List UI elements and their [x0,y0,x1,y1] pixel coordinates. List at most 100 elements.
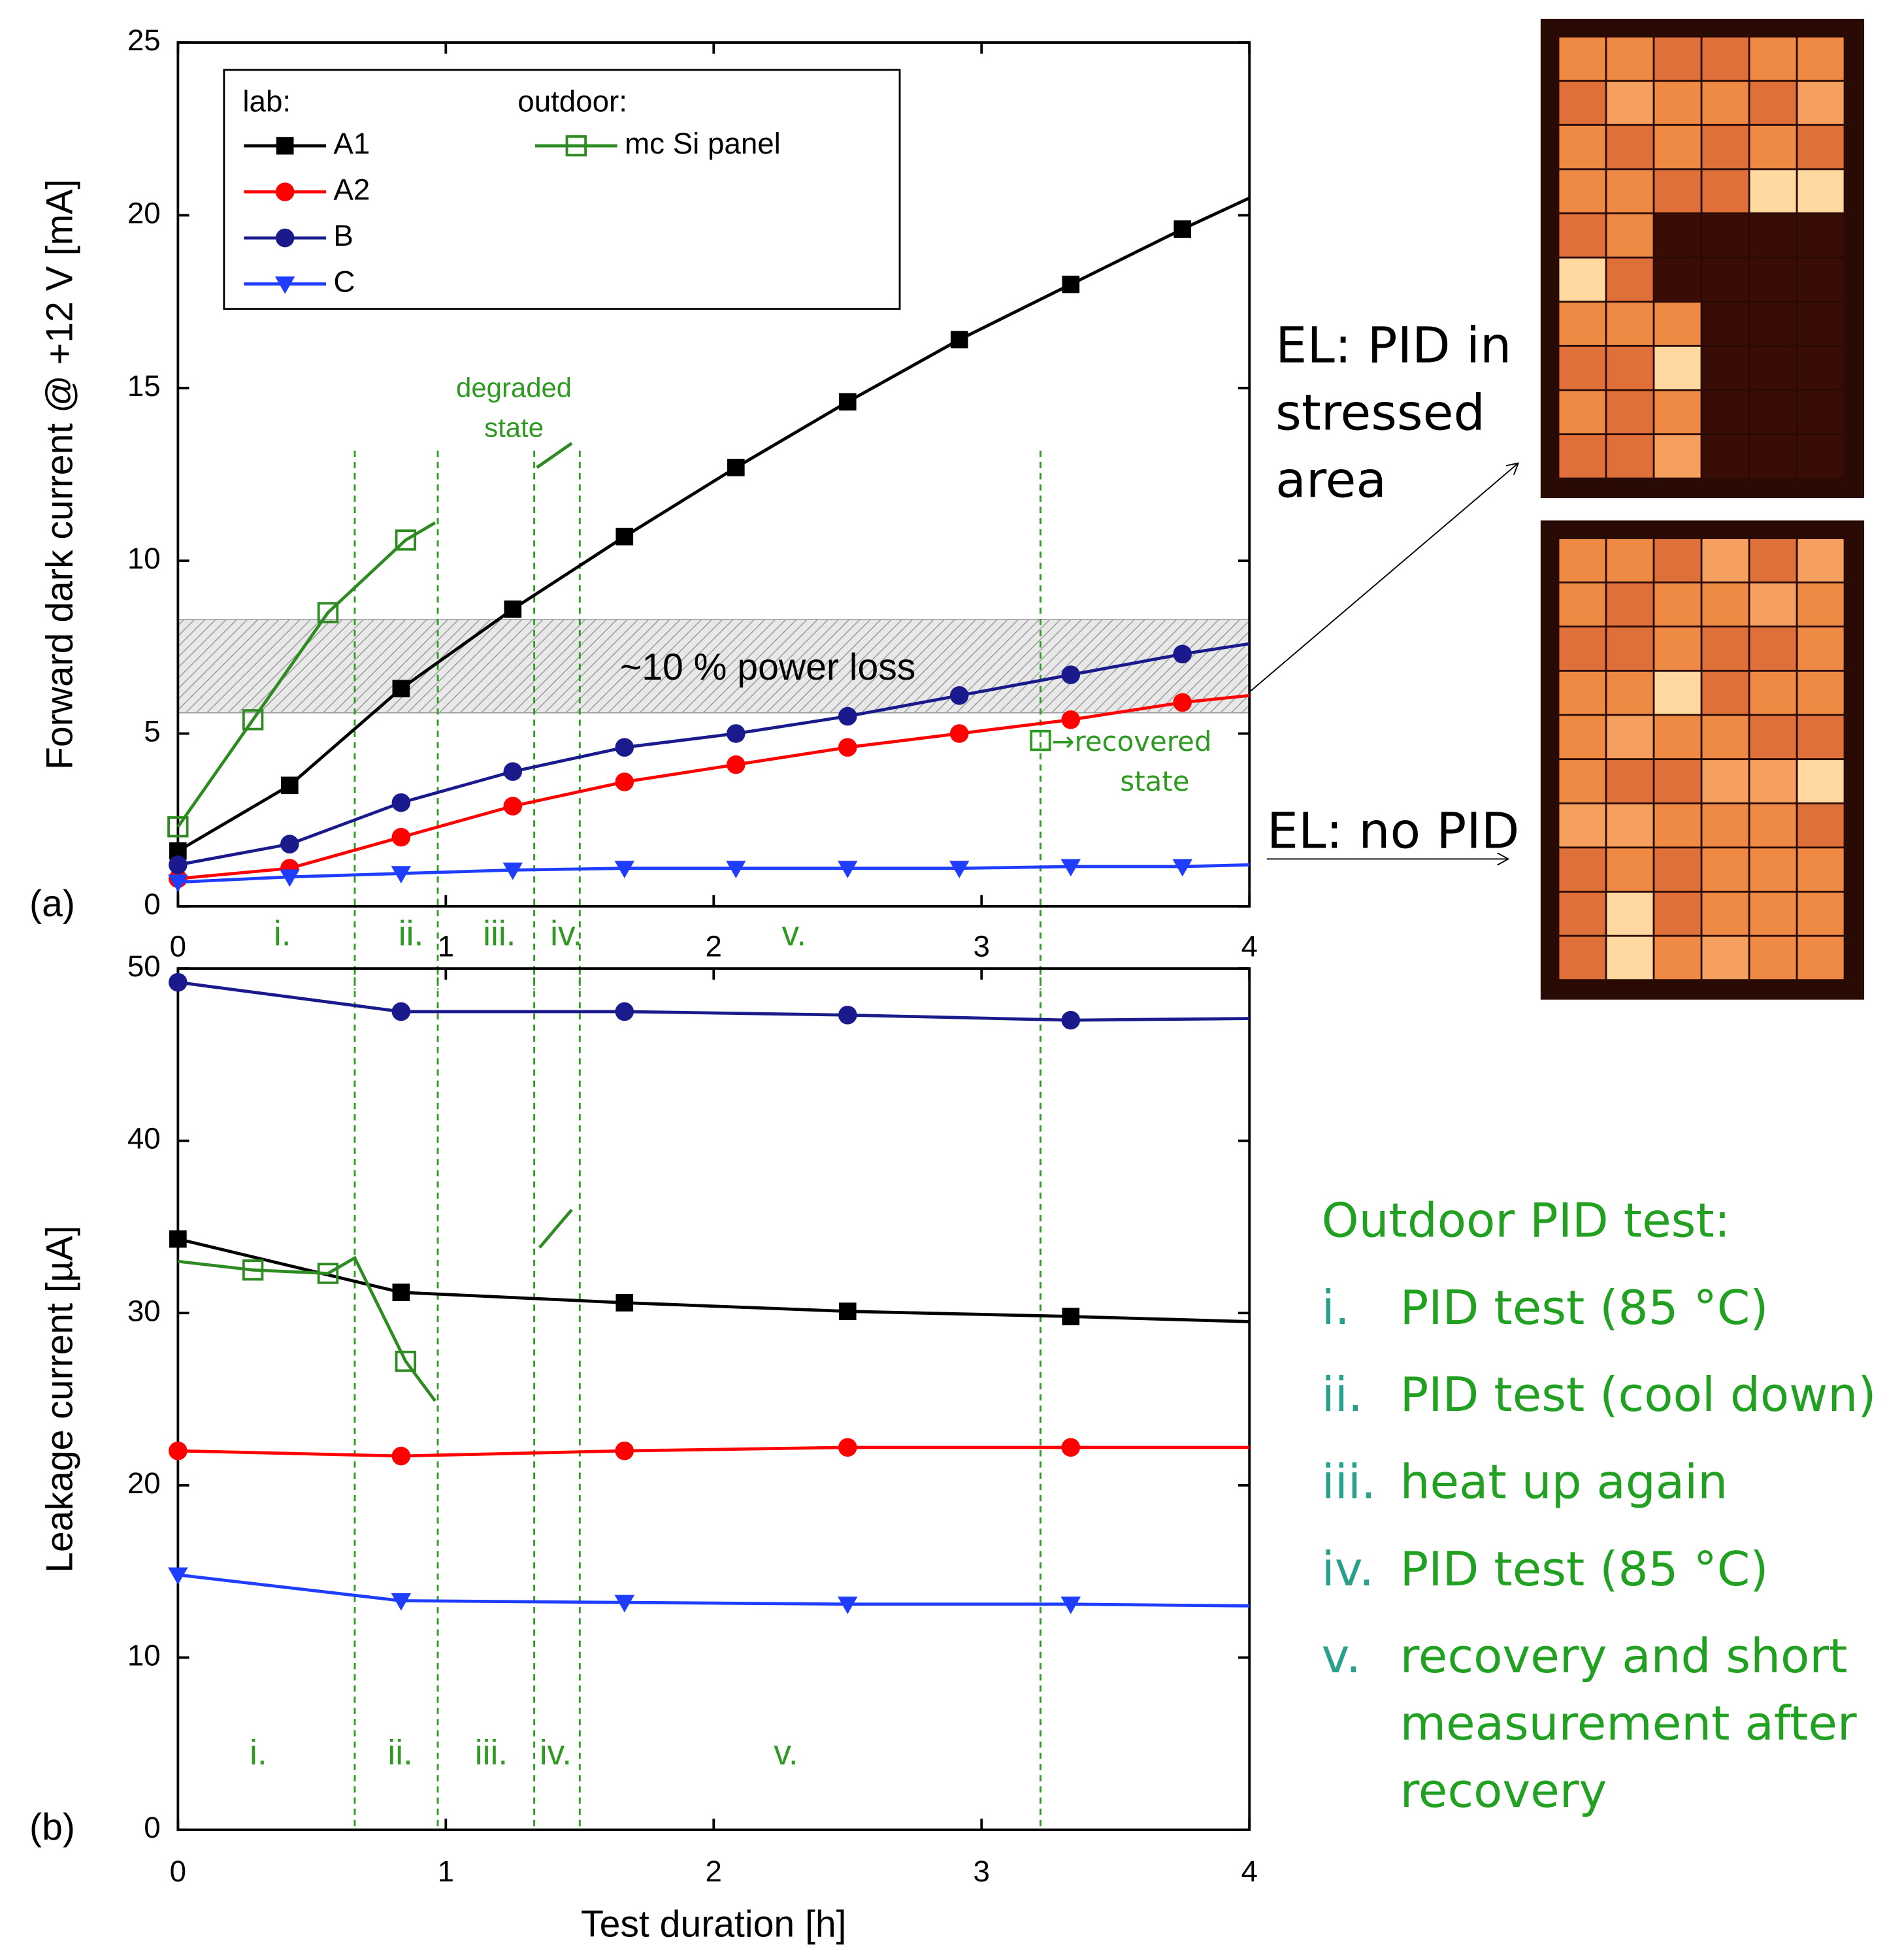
el-cell [1797,760,1844,802]
marker [949,861,970,878]
marker [949,724,969,743]
legend-label: A2 [333,173,370,207]
y-tick-label: 20 [127,1466,161,1500]
el-cell [1654,538,1701,582]
el-cell [1797,346,1844,389]
list-item: measurement after [1400,1696,1857,1751]
marker [614,1595,634,1613]
list-item: PID test (85 °C) [1400,1542,1769,1597]
el-cell [1702,303,1748,345]
el-cell [1750,214,1796,257]
el-cell [1607,716,1653,759]
y-tick-label: 25 [127,24,161,57]
el-cell [1750,804,1796,847]
el-cell [1750,671,1796,714]
marker [391,866,412,884]
el-cell [1750,303,1796,345]
marker [838,1302,857,1320]
el-cell [1750,716,1796,759]
el-cell [1702,760,1748,802]
el-cell [1797,716,1844,759]
x-tick-label: 0 [170,930,186,963]
x-tick-label: 4 [1241,1855,1257,1888]
list-numeral: ii. [1322,1368,1363,1423]
el-cell [1797,125,1844,169]
marker [1060,1596,1081,1614]
marker [615,1441,634,1461]
marker [274,276,295,294]
el-cell [1702,82,1748,124]
el-cell [1559,716,1605,759]
marker [615,738,634,757]
list-numeral: i. [1322,1281,1350,1336]
el-cell [1797,37,1844,80]
el-cell [1607,82,1653,124]
el-cell [1797,303,1844,345]
el-cell [1654,936,1701,980]
x-tick-label: 3 [974,930,990,963]
el-cell [1654,303,1701,345]
marker [565,135,587,157]
arrow [1250,463,1518,692]
marker [280,869,300,887]
legend-title: outdoor: [517,84,627,118]
el-cell [1607,258,1653,301]
chart-panel: i. ii. iii. iv. v. 0 10 20 30 40 50 0 1 2 3 4 Leakage cu… [29,950,1258,1945]
el-cell [1750,170,1796,213]
el-cell [1797,627,1844,670]
el-cell [1607,435,1653,478]
series-line [178,863,1250,884]
marker [1061,1010,1081,1030]
list-item: recovery [1400,1764,1607,1819]
el-cell [1750,760,1796,802]
el-label: EL: PID in [1275,316,1511,374]
marker [1061,665,1081,684]
el-cell [1702,804,1748,847]
phase-label: iv. [550,915,582,953]
series-line [178,980,1250,1022]
marker [1062,1308,1080,1325]
el-cell [1607,170,1653,213]
marker [950,331,968,349]
panel-label: (b) [29,1806,75,1848]
marker [167,816,189,838]
annotation: degraded [456,372,572,403]
series-line [178,1573,1250,1608]
marker [280,835,299,853]
phase-label: v. [774,1734,798,1772]
el-cell [1750,391,1796,434]
marker [838,1438,857,1457]
el-cell [1797,936,1844,980]
marker [169,1230,187,1248]
el-cell [1797,258,1844,301]
marker [392,680,410,698]
series-line [176,442,573,828]
legend-label: mc Si panel [625,127,781,160]
marker [1062,275,1080,293]
el-cell [1559,170,1605,213]
el-cell [1607,583,1653,626]
el-cell [1559,37,1605,80]
el-cell [1559,936,1605,980]
el-cell [1750,258,1796,301]
annotation: state [484,412,544,442]
marker [168,1567,188,1585]
el-cell [1559,435,1605,478]
el-cell [1607,125,1653,169]
el-cell [1654,258,1701,301]
marker [838,1005,857,1025]
el-cell [1702,716,1748,759]
el-cell [1559,303,1605,345]
marker [727,755,746,774]
marker [169,972,188,992]
el-cell [1750,346,1796,389]
el-cell [1654,804,1701,847]
el-cell [1797,435,1844,478]
el-cell [1607,936,1653,980]
el-cell [1607,671,1653,714]
y-axis-title: Forward dark current @ +12 V [mA] [39,179,80,770]
el-cell [1797,671,1844,714]
marker [727,459,745,476]
